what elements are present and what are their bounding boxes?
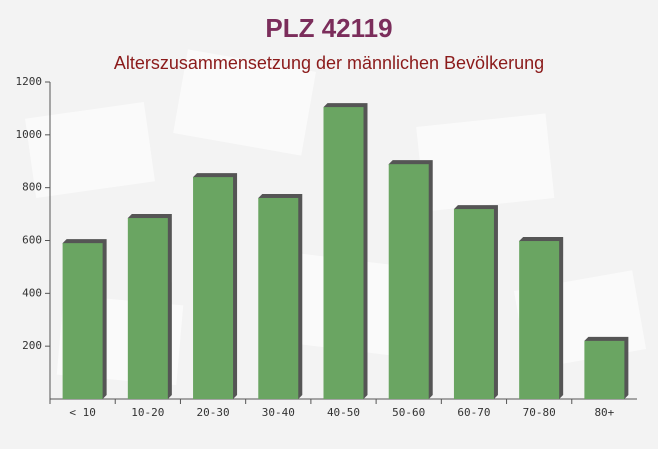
chart-subtitle: Alterszusammensetzung der männlichen Bev… <box>114 53 544 73</box>
y-tick-label: 200 <box>22 339 42 352</box>
y-tick-label: 600 <box>22 234 42 247</box>
x-tick-label: 60-70 <box>457 406 490 419</box>
bar <box>519 241 560 399</box>
x-tick-label: 40-50 <box>327 406 360 419</box>
chart-title: PLZ 42119 <box>265 13 392 43</box>
x-tick-label: < 10 <box>69 406 96 419</box>
y-tick-label: 400 <box>22 286 42 299</box>
x-tick-label: 30-40 <box>262 406 295 419</box>
bar <box>323 107 364 400</box>
x-tick-label: 50-60 <box>392 406 425 419</box>
bar <box>388 164 429 399</box>
bar <box>258 197 299 399</box>
y-tick-label: 800 <box>22 181 42 194</box>
x-tick-label: 70-80 <box>523 406 556 419</box>
bar <box>127 218 168 399</box>
bar <box>193 177 234 399</box>
y-tick-label: 1000 <box>16 128 43 141</box>
x-tick-label: 10-20 <box>131 406 164 419</box>
bar <box>453 209 494 399</box>
bar <box>62 243 103 399</box>
bar <box>584 340 625 399</box>
x-tick-label: 80+ <box>594 406 614 419</box>
x-tick-label: 20-30 <box>196 406 229 419</box>
y-tick-label: 1200 <box>16 75 43 88</box>
